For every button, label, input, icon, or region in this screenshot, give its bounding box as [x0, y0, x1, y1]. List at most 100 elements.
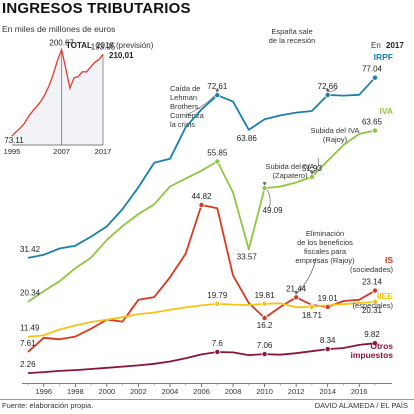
inset-x-tick-label: 2017	[95, 147, 112, 156]
data-label: 9.82	[364, 330, 380, 339]
series-line-otros	[27, 342, 376, 374]
data-label: 20.34	[20, 289, 41, 298]
annotation-text: fiscales para	[304, 247, 347, 256]
data-point-irpf	[214, 92, 221, 99]
data-point-iiee	[308, 303, 315, 310]
data-label: 19.81	[255, 291, 276, 300]
data-label: 7.61	[20, 339, 36, 348]
data-point-iiee	[261, 300, 268, 307]
data-label: 19.01	[318, 294, 339, 303]
data-point-otros	[371, 340, 378, 347]
data-label: 77.04	[362, 65, 383, 74]
annotation: Subida del IVA(Rajoy)	[309, 126, 360, 175]
inset-title: TOTAL	[66, 41, 92, 50]
x-tick-label: 2014	[319, 387, 336, 396]
data-label: 2.26	[20, 360, 36, 369]
annotation-text: (Zapatero)	[272, 171, 308, 180]
legend-header-year: 2017	[386, 41, 404, 50]
annotation-leader	[327, 85, 338, 93]
annotation-leader	[295, 257, 317, 295]
annotation-arrowhead	[325, 88, 330, 93]
data-point-is	[261, 315, 268, 322]
series-line-irpf	[27, 77, 376, 259]
series-line-iva	[27, 129, 376, 303]
source-note: Fuente: elaboración propia.	[2, 401, 94, 410]
series-label-irpf: IRPF	[374, 52, 393, 62]
data-label: 63.86	[237, 134, 258, 143]
x-tick-label: 1998	[67, 387, 84, 396]
legend-header-prefix: En	[371, 41, 381, 50]
x-tick-label: 2000	[99, 387, 116, 396]
inset-data-label: 193.95	[91, 42, 116, 51]
data-label: 18.71	[302, 311, 323, 320]
annotation-text: Brothers.	[170, 102, 200, 111]
data-point-is	[198, 201, 205, 208]
inset-forecast-value: 210,01	[109, 51, 134, 60]
data-label: 7.06	[257, 341, 273, 350]
inset-subtitle: 2018 (previsión)	[96, 41, 154, 50]
series-label-iva: IVA	[379, 106, 393, 116]
data-label: 72.66	[318, 82, 339, 91]
x-tick-label: 2008	[225, 387, 242, 396]
annotation-text: Lehman	[170, 93, 197, 102]
annotation-text: Caída de	[170, 84, 200, 93]
x-tick-label: 2010	[256, 387, 273, 396]
x-tick-label: 1996	[35, 387, 52, 396]
inset-x-tick-label: 1995	[4, 147, 21, 156]
x-tick-label: 2006	[193, 387, 210, 396]
data-point-irpf	[371, 74, 378, 81]
series-label-otros: Otros	[370, 341, 393, 351]
main-chart: 1996 1998 2000 2002 2004 2006 2008 2010 2012 2014…	[20, 27, 404, 396]
data-label: 49.09	[263, 206, 284, 215]
annotation-text: España sale	[271, 27, 312, 36]
chart-title: INGRESOS TRIBUTARIOS	[2, 0, 191, 17]
data-point-irpf	[324, 91, 331, 98]
data-label: 7.6	[212, 339, 224, 348]
series-line-iiee	[27, 300, 376, 338]
data-label: 19.79	[207, 291, 228, 300]
data-label: 44.82	[191, 192, 212, 201]
annotation-arrowhead	[262, 182, 267, 187]
annotation-text: (Rajoy)	[323, 135, 348, 144]
series-line-is	[27, 204, 376, 353]
inset-x-tick-label: 2007	[53, 147, 70, 156]
data-label: 23.14	[362, 278, 383, 287]
data-point-otros	[214, 348, 221, 355]
data-label: 20.31	[362, 306, 383, 315]
data-point-is	[293, 294, 300, 301]
data-label: 16.2	[257, 321, 273, 330]
data-point-iiee	[371, 298, 378, 305]
series-label-is: IS	[385, 255, 393, 265]
data-label: 33.57	[237, 252, 258, 261]
annotation-text: Eliminación	[306, 229, 344, 238]
footer-divider	[0, 399, 414, 400]
data-label: 31.42	[20, 245, 41, 254]
data-label: 63.65	[362, 118, 383, 127]
chart-subtitle: En miles de millones de euros	[2, 24, 116, 34]
data-point-iiee	[214, 300, 221, 307]
data-label: 51.93	[302, 164, 323, 173]
x-tick-label: 2002	[130, 387, 147, 396]
annotation-text: de la recesión	[269, 36, 316, 45]
data-label: 72.61	[207, 82, 228, 91]
annotation-text: Comienza	[170, 111, 205, 120]
annotation-arrowhead	[309, 170, 314, 175]
data-point-iva	[214, 158, 221, 165]
series-sublabel-is: (sociedades)	[350, 265, 393, 274]
annotation-text: Subida del IVA	[265, 162, 314, 171]
data-label: 55.85	[207, 148, 228, 157]
data-label: 11.49	[20, 324, 40, 333]
annotation-text: la crisis	[170, 120, 195, 129]
data-point-otros	[261, 351, 268, 358]
credit-note: DAVID ALAMEDA / EL PAÍS	[314, 401, 408, 410]
annotation-text: empresas (Rajoy)	[295, 256, 355, 265]
series-label-line2-otros: impuestos	[350, 350, 393, 360]
data-point-iva	[308, 173, 315, 180]
inset-data-label: 73.11	[4, 136, 24, 145]
data-point-otros	[324, 346, 331, 353]
annotation-text: Subida del IVA	[310, 126, 359, 135]
series-sublabel-iiee: (especiales)	[353, 301, 394, 310]
